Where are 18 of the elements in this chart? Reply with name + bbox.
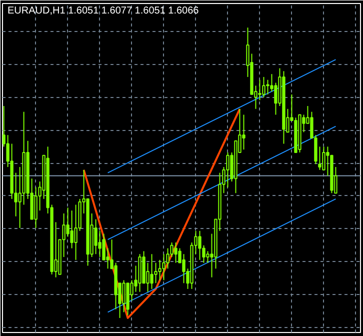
candlestick xyxy=(242,114,246,150)
candlestick xyxy=(122,280,126,313)
candlestick xyxy=(262,76,266,98)
candlestick xyxy=(94,218,98,255)
candlestick xyxy=(34,186,38,228)
candlestick xyxy=(206,250,210,264)
candlestick xyxy=(198,230,202,260)
candlestick xyxy=(182,254,186,284)
candlestick xyxy=(102,233,106,260)
candlestick xyxy=(70,210,74,249)
candlestick xyxy=(162,254,166,281)
chart-title: EURAUD,H1 1.6051 1.6077 1.6051 1.6066 xyxy=(8,6,200,16)
candlestick xyxy=(158,259,162,281)
candlestick xyxy=(174,242,178,264)
candlestick xyxy=(226,152,230,188)
candlestick xyxy=(150,254,154,290)
candlestick xyxy=(258,79,262,101)
candlestick xyxy=(74,204,78,260)
